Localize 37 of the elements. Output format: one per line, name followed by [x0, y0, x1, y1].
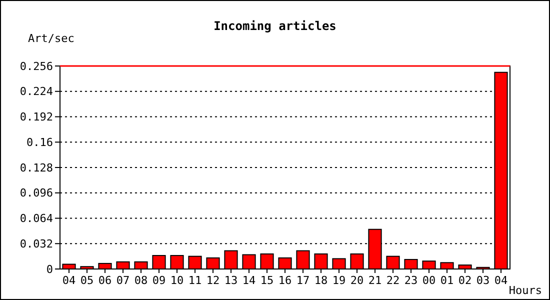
y-tick-label: 0.192: [20, 110, 53, 124]
y-tick-label: 0.16: [26, 136, 53, 149]
x-tick-label: 13: [224, 274, 238, 287]
x-tick-label: 16: [278, 274, 292, 287]
x-tick-label: 19: [332, 274, 346, 287]
x-tick-label: 00: [422, 274, 436, 287]
x-tick-label: 21: [368, 274, 382, 287]
y-tick-label: 0.064: [20, 212, 54, 226]
x-tick-label: 18: [314, 274, 328, 287]
y-tick-label: 0: [46, 262, 53, 276]
x-tick-label: 12: [206, 274, 220, 287]
x-tick-label: 04: [494, 274, 508, 287]
chart-title: Incoming articles: [214, 19, 336, 33]
x-tick-label: 05: [80, 274, 94, 287]
x-tick-label: 22: [386, 274, 400, 287]
y-tick-label: 0.224: [20, 85, 54, 98]
y-axis-title: Art/sec: [28, 32, 74, 45]
x-tick-label: 01: [440, 274, 454, 287]
x-tick-label: 20: [350, 274, 364, 287]
x-tick-label: 17: [296, 274, 310, 287]
x-tick-label: 15: [260, 274, 274, 287]
y-tick-label: 0.128: [20, 161, 53, 174]
x-tick-label: 10: [170, 274, 184, 287]
x-axis-title: Hours: [508, 284, 542, 297]
x-tick-label: 03: [476, 274, 490, 287]
x-tick-label: 14: [242, 274, 256, 287]
y-tick-label: 0.032: [20, 237, 53, 250]
x-tick-label: 11: [188, 274, 202, 287]
y-tick-label: 0.256: [20, 60, 53, 73]
x-tick-label: 04: [62, 274, 76, 287]
x-tick-label: 23: [404, 274, 418, 287]
y-tick-label: 0.096: [20, 186, 53, 200]
x-tick-label: 06: [98, 274, 112, 287]
x-tick-label: 09: [152, 274, 166, 287]
x-tick-label: 02: [458, 274, 472, 287]
x-tick-label: 07: [116, 274, 130, 287]
x-tick-label: 08: [134, 274, 148, 287]
